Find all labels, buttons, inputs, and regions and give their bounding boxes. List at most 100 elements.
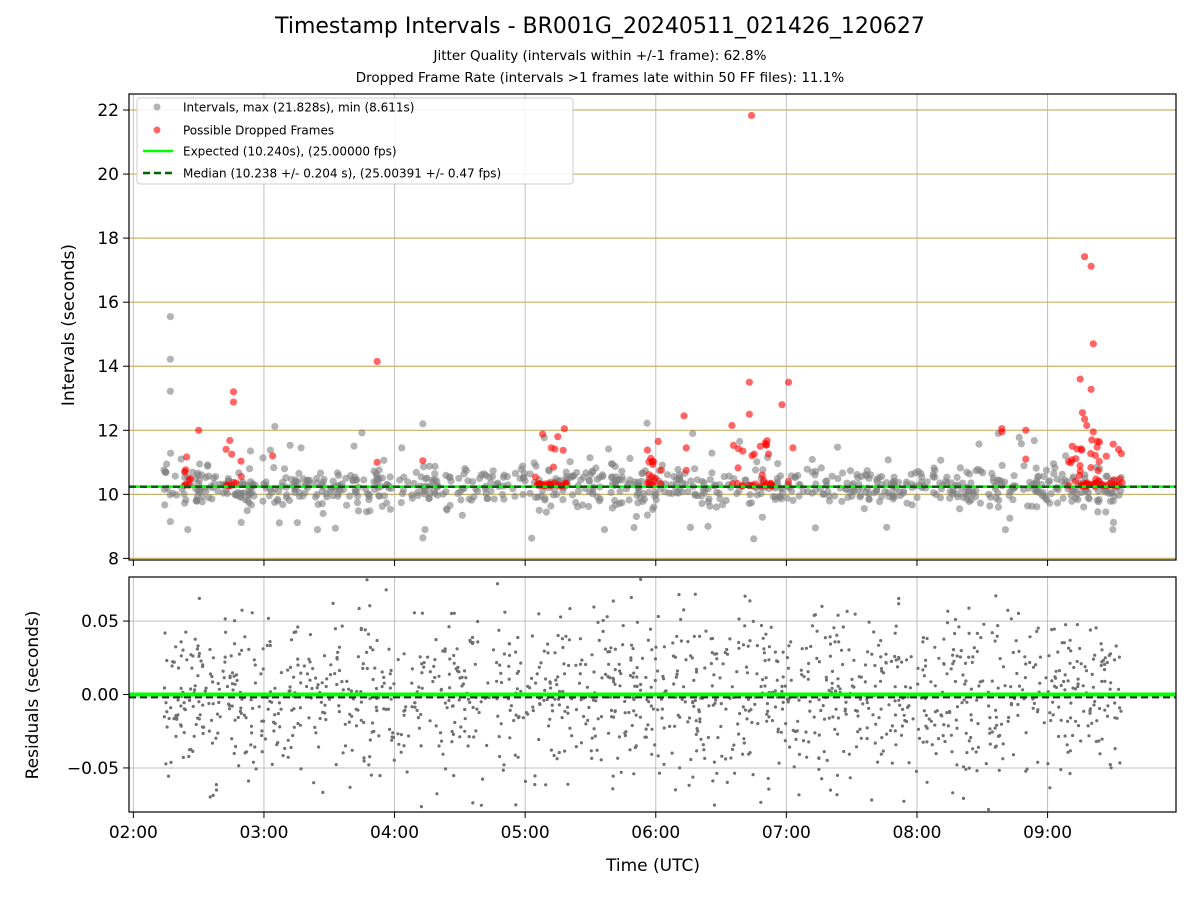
residual-point (627, 710, 631, 715)
residual-point (994, 744, 998, 748)
residual-point (955, 763, 959, 767)
interval-point (808, 455, 816, 464)
residual-point (273, 713, 277, 717)
residual-point (1094, 626, 1098, 630)
residual-point (448, 686, 452, 690)
interval-point (817, 464, 825, 472)
interval-point (1109, 525, 1117, 534)
residual-point (230, 737, 234, 741)
residual-point (988, 731, 992, 735)
residual-point (633, 684, 637, 688)
residual-point (1105, 660, 1109, 665)
residual-point (990, 679, 994, 683)
interval-point (291, 476, 299, 484)
interval-point (774, 460, 782, 468)
residual-point (165, 710, 169, 714)
residual-point (929, 680, 933, 684)
residual-point (673, 788, 678, 792)
residual-point (650, 727, 654, 731)
dropped-frame-point (745, 410, 753, 418)
intervals-y-tick-label: 18 (97, 229, 119, 249)
residual-point (724, 757, 728, 761)
interval-point (693, 476, 701, 484)
residual-point (216, 681, 220, 686)
residual-point (742, 737, 746, 741)
interval-point (1062, 452, 1070, 460)
residual-point (648, 627, 653, 631)
interval-point (725, 472, 733, 480)
residual-point (797, 793, 801, 797)
residual-point (439, 739, 444, 743)
interval-point (1094, 508, 1102, 516)
interval-point (1035, 472, 1043, 480)
residual-point (808, 700, 812, 704)
residual-point (630, 643, 634, 647)
residual-point (1024, 731, 1028, 735)
interval-point (953, 473, 961, 481)
residual-point (675, 669, 680, 673)
residual-point (850, 677, 854, 682)
dropped-frame-point (1071, 477, 1079, 485)
interval-point (196, 460, 204, 468)
residual-point (781, 675, 785, 679)
residual-point (181, 648, 185, 652)
residual-point (902, 799, 906, 803)
residual-point (714, 698, 718, 702)
residual-point (242, 713, 246, 717)
residual-point (450, 740, 454, 744)
dropped-frame-point (789, 444, 797, 452)
residual-point (179, 724, 183, 728)
interval-point (586, 454, 594, 462)
residual-point (964, 731, 968, 735)
interval-point (489, 473, 497, 481)
residual-point (807, 661, 811, 666)
interval-point (969, 487, 977, 495)
residual-point (348, 712, 352, 716)
residual-point (680, 697, 684, 702)
interval-point (605, 445, 613, 453)
residual-point (1063, 673, 1067, 677)
residual-point (1006, 608, 1010, 612)
residual-point (1031, 706, 1035, 711)
interval-point (708, 449, 716, 457)
residual-point (693, 698, 697, 703)
residual-point (246, 779, 251, 783)
interval-point (279, 500, 287, 509)
interval-point (769, 492, 777, 501)
interval-point (1106, 497, 1114, 505)
interval-point (956, 464, 965, 472)
residual-point (901, 707, 905, 712)
residual-point (221, 669, 225, 673)
residual-point (916, 666, 920, 670)
dropped-frame-point (1102, 452, 1110, 460)
residual-point (592, 605, 596, 609)
interval-point (712, 503, 721, 511)
residual-point (1082, 709, 1086, 713)
interval-point (204, 472, 213, 480)
residual-point (550, 709, 555, 713)
residual-point (1098, 752, 1102, 756)
interval-point (477, 471, 485, 479)
dropped-frame-point (682, 444, 690, 452)
dropped-frame-point (1083, 421, 1091, 430)
residual-point (1031, 665, 1036, 669)
residual-point (590, 736, 594, 740)
interval-point (380, 456, 388, 464)
residual-point (927, 717, 931, 721)
residual-point (870, 798, 874, 802)
residual-point (577, 681, 582, 685)
residual-point (756, 722, 760, 726)
residual-point (639, 682, 643, 687)
interval-point (184, 526, 192, 534)
residual-point (337, 710, 341, 714)
interval-point (425, 495, 433, 503)
dropped-frame-point (1109, 440, 1117, 448)
residual-point (737, 640, 741, 645)
residual-point (844, 700, 848, 704)
residual-point (266, 616, 270, 621)
interval-point (742, 476, 750, 484)
residual-point (1044, 676, 1048, 680)
residual-point (873, 741, 877, 745)
residual-point (374, 686, 379, 691)
residual-point (497, 735, 501, 739)
